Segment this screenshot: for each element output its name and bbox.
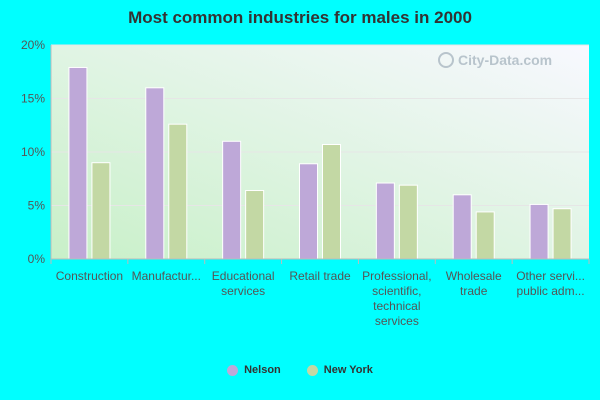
bar-new-york: [552, 208, 572, 260]
x-tick-label: Manufactur...: [132, 269, 201, 283]
y-tick-label: 10%: [21, 145, 45, 159]
x-tick-label: Retail trade: [289, 269, 351, 283]
legend-label-nelson: Nelson: [244, 364, 281, 376]
legend-swatch-new-york: [306, 364, 318, 376]
legend-item-new-york: New York: [306, 364, 373, 376]
y-tick-label: 20%: [21, 38, 45, 52]
bar-new-york: [322, 144, 341, 260]
bar-new-york: [398, 184, 418, 260]
bar-new-york: [91, 162, 111, 260]
y-tick-label: 0%: [28, 252, 46, 266]
bar-nelson: [375, 182, 395, 260]
x-tick-label: services: [221, 284, 265, 298]
x-tick-label: trade: [460, 284, 488, 298]
x-tick-label: Wholesale: [446, 269, 502, 283]
x-tick-label: technical: [373, 299, 420, 313]
legend: Nelson New York: [0, 364, 600, 376]
watermark: City-Data.com: [438, 52, 552, 68]
legend-label-new-york: New York: [323, 364, 373, 376]
bar-new-york: [245, 190, 265, 260]
legend-item-nelson: Nelson: [227, 364, 281, 376]
bar-nelson: [299, 163, 318, 260]
x-tick-label: Construction: [56, 269, 123, 283]
x-tick-label: public adm...: [517, 284, 585, 298]
x-tick-label: services: [375, 314, 419, 328]
bar-nelson: [452, 194, 472, 260]
bar-new-york: [168, 123, 188, 260]
magnifier-icon: [438, 52, 454, 68]
bar-nelson: [529, 203, 549, 260]
x-tick-label: Other servi...: [516, 269, 585, 283]
y-tick-label: 15%: [21, 92, 45, 106]
bar-new-york: [475, 211, 495, 260]
x-tick-label: Professional,: [362, 269, 431, 283]
x-tick-label: scientific,: [372, 284, 421, 298]
y-tick-label: 5%: [28, 199, 46, 213]
bar-nelson: [68, 66, 88, 260]
chart-title: Most common industries for males in 2000: [128, 8, 472, 27]
bar-nelson: [222, 140, 242, 260]
legend-swatch-nelson: [227, 364, 239, 376]
x-tick-label: Educational: [212, 269, 275, 283]
bar-nelson: [145, 87, 165, 260]
watermark-text: City-Data.com: [458, 52, 553, 68]
